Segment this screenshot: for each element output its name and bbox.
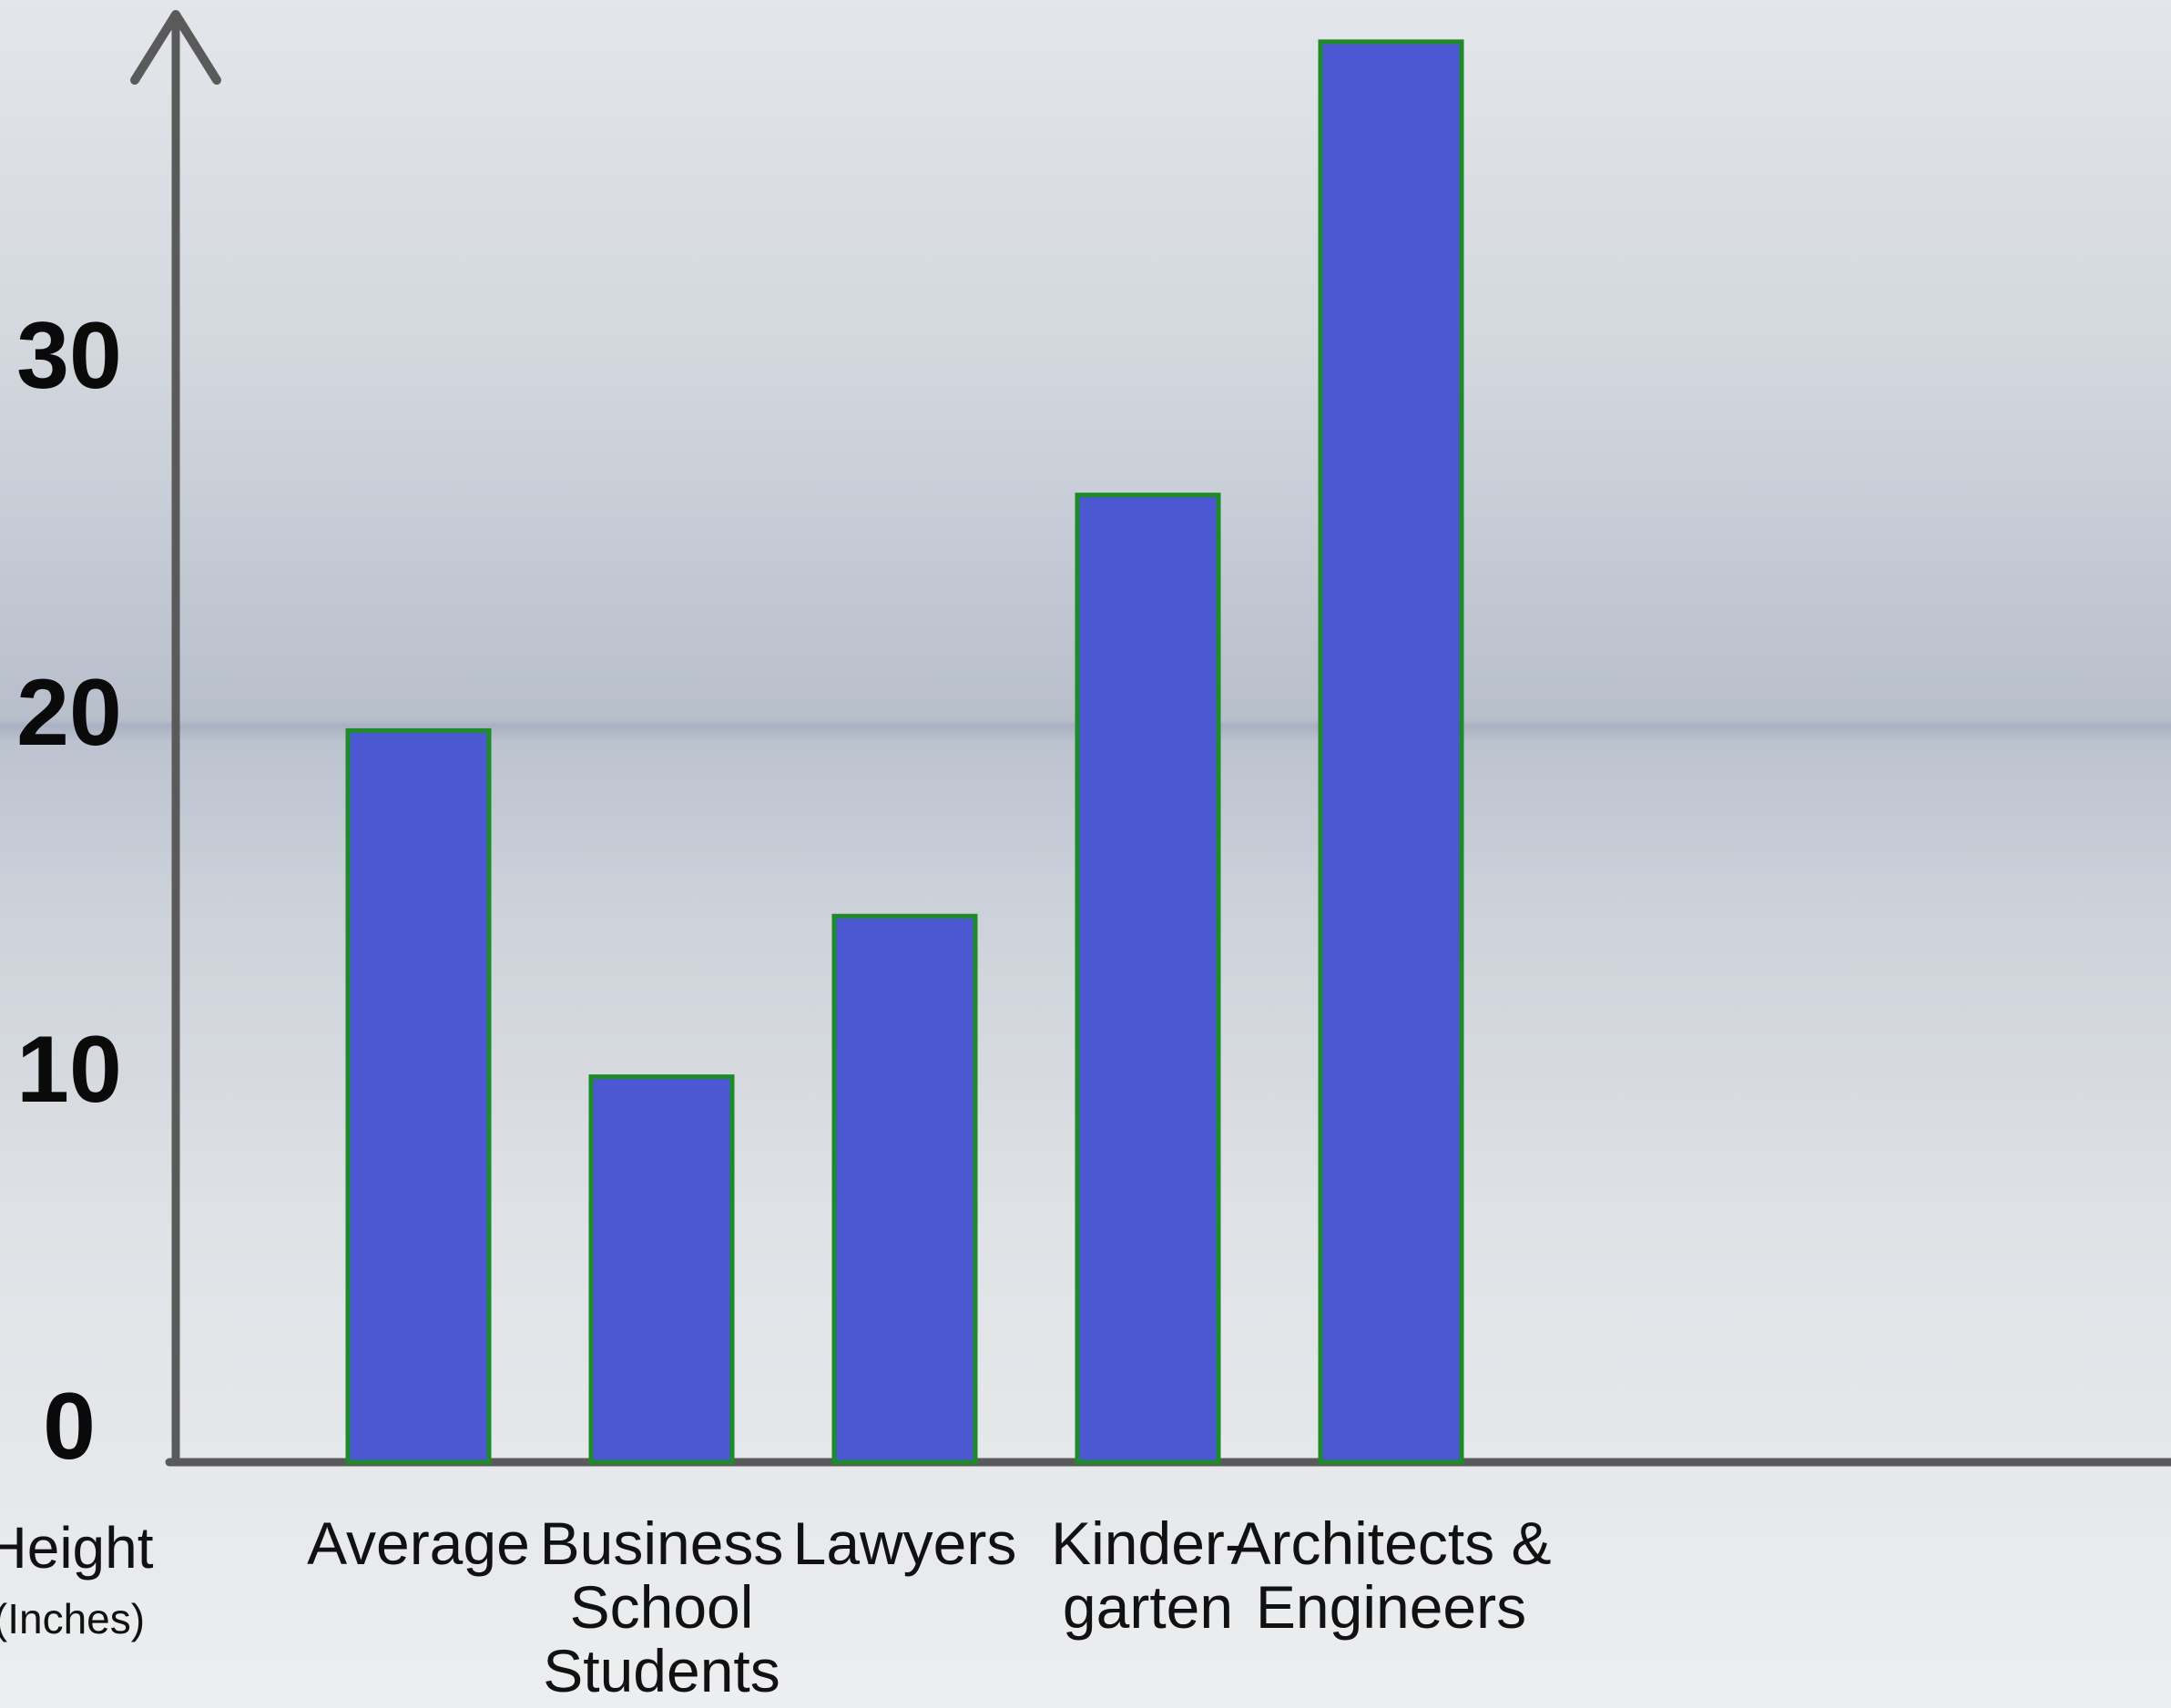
- category-label-business-school-students-line-1: Business: [540, 1510, 784, 1577]
- y-axis-label: Height: [0, 1515, 154, 1581]
- y-axis-arrowhead: [130, 10, 221, 85]
- category-label-business-school-students-line-3: Students: [543, 1637, 780, 1704]
- category-label-kinder-garten-line-1: Kinder-: [1051, 1510, 1245, 1577]
- bar-lawyers: [831, 913, 978, 1465]
- y-tick-label-20: 20: [16, 660, 122, 766]
- y-tick-label-0: 0: [43, 1374, 96, 1479]
- category-label-business-school-students-line-2: School: [570, 1573, 754, 1641]
- bar-kinder-garten: [1075, 493, 1221, 1465]
- bar-average: [345, 727, 492, 1465]
- bar-architects-engineers: [1318, 39, 1464, 1465]
- y-tick-labels: 0 10 20 30: [16, 303, 122, 1479]
- category-label-architects-engineers-line-2: Engineers: [1256, 1573, 1526, 1641]
- bar-business-school-students: [588, 1074, 735, 1465]
- category-label-kinder-garten-line-2: garten: [1063, 1573, 1233, 1641]
- category-label-lawyers-line-1: Lawyers: [793, 1510, 1017, 1577]
- y-axis-unit: (Inches): [0, 1595, 145, 1642]
- y-tick-label-30: 30: [16, 303, 122, 409]
- y-axis: [130, 10, 221, 1467]
- category-label-average-line-1: Average: [307, 1510, 530, 1577]
- y-tick-label-10: 10: [16, 1017, 122, 1123]
- bars: [345, 39, 1464, 1465]
- category-label-architects-engineers-line-1: Architects &: [1230, 1510, 1551, 1577]
